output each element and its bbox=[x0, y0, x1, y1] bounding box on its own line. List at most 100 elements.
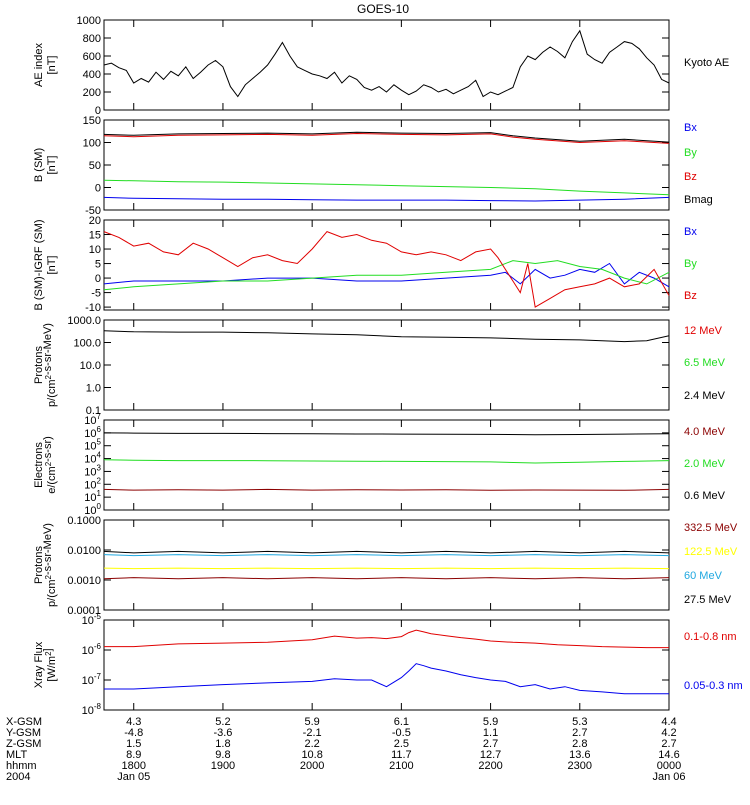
panel-6-ytick-label: 0.1000 bbox=[67, 515, 101, 527]
panel-6-series-2 bbox=[103, 554, 670, 557]
panel-1-legend-0: Kyoto AE bbox=[684, 57, 729, 69]
panel-3-legend-1: By bbox=[684, 258, 697, 270]
orbit-row-value: -2.1 bbox=[303, 727, 322, 739]
orbit-row-value: 2.5 bbox=[394, 738, 409, 750]
panel-6-legend-3: 27.5 MeV bbox=[684, 594, 732, 606]
orbit-row-value: 4.4 bbox=[661, 716, 676, 728]
panel-2-series-2 bbox=[103, 132, 670, 144]
orbit-row-value: 13.6 bbox=[569, 749, 590, 761]
panel-7-ylabel: Xray Flux bbox=[33, 641, 45, 688]
panel-4-ytick-label: 0.1 bbox=[86, 405, 101, 417]
panel-3-ylabel: [nT] bbox=[46, 256, 58, 275]
panel-5-ytick-label: 101 bbox=[84, 489, 101, 504]
panel-1-series-0 bbox=[103, 29, 670, 98]
orbit-row-value: 1900 bbox=[211, 760, 235, 772]
panel-1-ytick-label: 0 bbox=[95, 105, 101, 117]
panel-7-ylabel: [W/m2] bbox=[42, 648, 58, 681]
panel-6-ytick-label: 0.0100 bbox=[67, 545, 101, 557]
panel-4-legend-2: 2.4 MeV bbox=[684, 390, 726, 402]
orbit-row-value: 5.2 bbox=[215, 716, 230, 728]
panel-5-ytick-label: 103 bbox=[84, 463, 101, 478]
panel-1-ylabel: [nT] bbox=[46, 56, 58, 75]
panel-6-legend-2: 60 MeV bbox=[684, 570, 723, 582]
orbit-row-value: 2.8 bbox=[572, 738, 587, 750]
panel-5-ytick-label: 106 bbox=[84, 425, 101, 440]
panel-3-ytick-label: -10 bbox=[85, 302, 101, 314]
panel-7-legend-1: 0.05-0.3 nm bbox=[684, 680, 743, 692]
panel-2-legend-0: Bx bbox=[684, 122, 697, 134]
panel-7-series-1 bbox=[104, 663, 669, 695]
panel-6-ylabel: p/(cm2-s-sr-MeV) bbox=[42, 523, 58, 607]
orbit-row-value: 2000 bbox=[300, 760, 324, 772]
orbit-row-value: Jan 06 bbox=[652, 771, 685, 783]
panel-5-ytick-label: 100 bbox=[84, 502, 101, 517]
panel-3-series-0 bbox=[103, 262, 670, 288]
panel-6-series-0 bbox=[103, 577, 670, 580]
orbit-row-value: 2.2 bbox=[305, 738, 320, 750]
orbit-row-value: 5.3 bbox=[572, 716, 587, 728]
panel-1-ytick-label: 600 bbox=[83, 51, 101, 63]
panel-5-legend-2: 0.6 MeV bbox=[684, 490, 726, 502]
panel-1-ytick-label: 400 bbox=[83, 69, 101, 81]
orbit-row-value: 6.1 bbox=[394, 716, 409, 728]
panel-2-legend-2: Bz bbox=[684, 171, 697, 183]
panel-5-ytick-label: 104 bbox=[84, 451, 101, 466]
panel-1-ylabel: AE index bbox=[33, 42, 45, 87]
panel-7-ytick-label: 10-8 bbox=[82, 702, 102, 717]
orbit-row-value: 1.1 bbox=[483, 727, 498, 739]
panel-4-series-2 bbox=[103, 330, 670, 343]
panel-1-ytick-label: 1000 bbox=[77, 15, 101, 27]
orbit-row-label: Z-GSM bbox=[6, 738, 41, 750]
panel-3-ytick-label: 20 bbox=[89, 215, 101, 227]
panel-3-ytick-label: 10 bbox=[89, 244, 101, 256]
panel-6-legend-1: 122.5 MeV bbox=[684, 546, 738, 558]
orbit-row-value: 14.6 bbox=[658, 749, 679, 761]
panel-4-ytick-label: 1000.0 bbox=[67, 315, 101, 327]
panel-4-frame bbox=[103, 319, 670, 411]
orbit-row-value: 4.2 bbox=[661, 727, 676, 739]
panel-6-legend-0: 332.5 MeV bbox=[684, 522, 738, 534]
panel-7-series-0 bbox=[104, 629, 669, 649]
orbit-row-value: 5.9 bbox=[483, 716, 498, 728]
panel-2-ylabel: [nT] bbox=[46, 156, 58, 175]
panel-7-frame bbox=[103, 619, 670, 711]
panel-3-legend-0: Bx bbox=[684, 226, 697, 238]
panel-6-series-3 bbox=[103, 550, 670, 554]
panel-5-series-0 bbox=[103, 488, 670, 491]
panel-7-legend-0: 0.1-0.8 nm bbox=[684, 631, 737, 643]
panel-6-ytick-label: 0.0001 bbox=[67, 605, 101, 617]
panel-3-frame bbox=[103, 219, 670, 311]
panel-7-ytick-label: 10-7 bbox=[82, 672, 102, 687]
panel-3-ytick-label: 15 bbox=[89, 230, 101, 242]
orbit-row-value: 1800 bbox=[121, 760, 145, 772]
orbit-row-value: 8.9 bbox=[126, 749, 141, 761]
orbit-row-value: -0.5 bbox=[392, 727, 411, 739]
panel-4-ytick-label: 10.0 bbox=[80, 360, 101, 372]
orbit-row-value: 0000 bbox=[657, 760, 681, 772]
panel-6-ytick-label: 0.0010 bbox=[67, 575, 101, 587]
orbit-row-value: -4.8 bbox=[124, 727, 143, 739]
panel-2-ylabel: B (SM) bbox=[33, 148, 45, 182]
panel-1-frame bbox=[103, 19, 670, 111]
orbit-row-label: 2004 bbox=[6, 771, 30, 783]
orbit-row-value: -3.6 bbox=[213, 727, 232, 739]
panel-2-ytick-label: 0 bbox=[95, 183, 101, 195]
orbit-row-value: 2100 bbox=[389, 760, 413, 772]
orbit-row-value: 2200 bbox=[478, 760, 502, 772]
orbit-row-label: Y-GSM bbox=[6, 727, 41, 739]
panel-2-series-0 bbox=[103, 196, 670, 202]
panel-3-ytick-label: 0 bbox=[95, 273, 101, 285]
panel-4-ylabel: Protons bbox=[33, 346, 45, 384]
panel-5-series-1 bbox=[103, 459, 670, 464]
panel-5-ylabel: e/(cm2-s-sr) bbox=[42, 436, 58, 494]
orbit-row-label: X-GSM bbox=[6, 716, 42, 728]
panel-7-ytick-label: 10-5 bbox=[82, 612, 102, 627]
orbit-row-value: 11.7 bbox=[391, 749, 412, 761]
panel-2-series-3 bbox=[103, 131, 670, 143]
panel-4-ylabel: p/(cm2-s-sr-MeV) bbox=[42, 323, 58, 407]
panel-6-frame bbox=[103, 519, 670, 611]
orbit-row-value: 2300 bbox=[568, 760, 592, 772]
panel-4-ytick-label: 1.0 bbox=[86, 383, 101, 395]
